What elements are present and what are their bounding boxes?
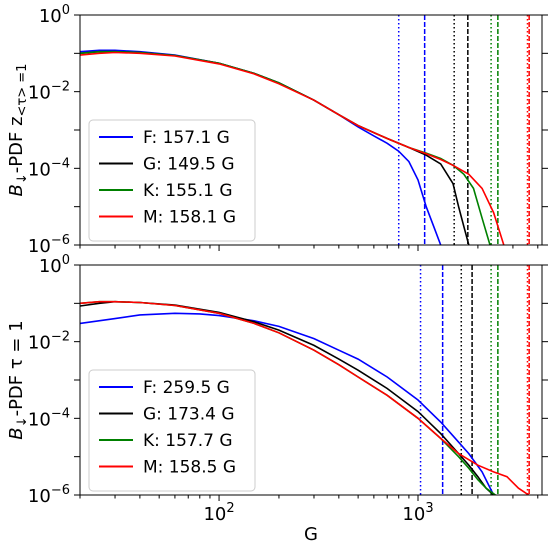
bottom-series: [80, 300, 530, 495]
bottom-y-ticks: 10−6 10−4 10−2 100: [28, 253, 548, 507]
legend-label-g: G: 149.5 G: [143, 155, 235, 175]
y-tick-label: 10−6: [28, 233, 70, 257]
legend-box: [88, 119, 256, 242]
y-tick-label: 10−4: [28, 406, 70, 430]
y-tick-label: 100: [39, 3, 70, 27]
legend-box: [88, 369, 256, 492]
x-tick-label: 102: [203, 501, 234, 525]
legend-label-f: F: 157.1 G: [143, 128, 230, 148]
bottom-vlines: [419, 265, 530, 495]
series-line-m: [80, 51, 505, 245]
y-tick-label: 10−6: [28, 483, 70, 507]
top-y-axis-label: B↓-PDF z<τ> =1: [6, 64, 30, 197]
top-series: [80, 49, 505, 245]
y-tick-label: 10−4: [28, 156, 70, 180]
bottom-panel: 10−6 10−4 10−2 100 102 103 F: 259.5 G G: 173.…: [6, 253, 548, 525]
legend-label-m: M: 158.1 G: [143, 208, 236, 228]
x-axis-label: G: [304, 524, 318, 545]
legend-label-k: K: 157.7 G: [143, 431, 233, 451]
top-x-ticks: [79, 245, 539, 251]
y-tick-label: 10−2: [28, 80, 70, 104]
top-vlines: [397, 15, 530, 245]
series-line-f: [80, 312, 495, 495]
y-tick-label: 10−2: [28, 330, 70, 354]
bottom-y-axis-label: B↓-PDF τ = 1: [6, 320, 30, 439]
legend-label-m: M: 158.5 G: [143, 458, 236, 478]
bottom-legend: F: 259.5 G G: 173.4 G K: 157.7 G M: 158.5 G: [88, 369, 256, 492]
top-legend: F: 157.1 G G: 149.5 G K: 155.1 G M: 158.1 G: [88, 119, 256, 242]
top-y-ticks: 10−6 10−4 10−2 100: [28, 3, 548, 257]
legend-label-g: G: 173.4 G: [143, 405, 235, 425]
top-panel: 10−6 10−4 10−2 100 F: 157.1 G G: 149.5 G K: 1…: [6, 3, 548, 257]
legend-label-k: K: 155.1 G: [143, 181, 233, 201]
series-line-m: [80, 300, 530, 495]
x-tick-label: 103: [402, 501, 433, 525]
legend-label-f: F: 259.5 G: [143, 378, 230, 398]
bottom-x-ticks: 102 103: [79, 495, 539, 525]
y-tick-label: 100: [39, 253, 70, 277]
